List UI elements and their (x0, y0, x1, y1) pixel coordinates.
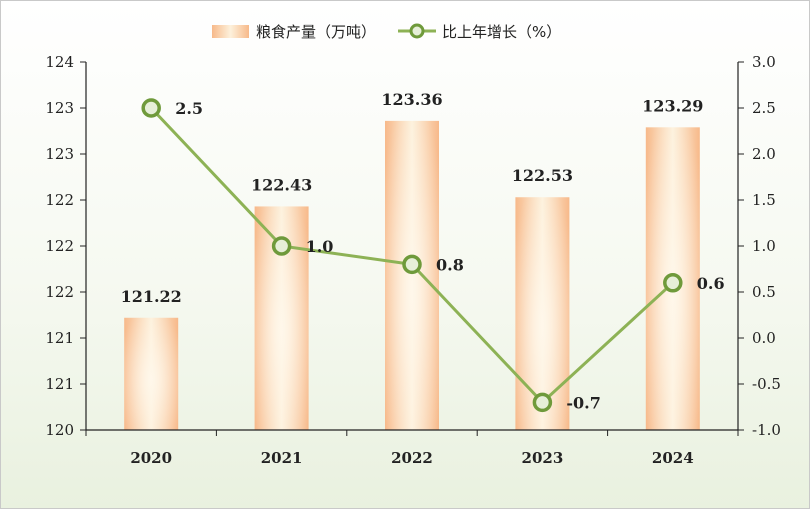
x-tick-label-2024: 2024 (652, 449, 694, 467)
growth-point-2024 (663, 273, 683, 293)
legend: 粮食产量（万吨） 比上年增长（%） (212, 23, 561, 41)
bar-label-2022: 123.36 (381, 90, 442, 109)
bar-label-2024: 123.29 (642, 96, 703, 115)
x-tick-label-2023: 2023 (522, 449, 564, 467)
data-labels: 121.22 122.43 123.36 122.53 123.29 2.5 1.0 0.8 -… (121, 90, 725, 413)
growth-point-2021 (271, 236, 292, 256)
x-tick-label-2022: 2022 (391, 449, 433, 467)
left-tick-label: 122 (45, 283, 74, 301)
right-tick-label: 1.5 (752, 191, 776, 209)
line-label-2020: 2.5 (175, 99, 203, 118)
right-tick-label: -0.5 (752, 375, 781, 393)
line-label-2021: 1.0 (306, 237, 334, 256)
right-tick-label: 1.0 (752, 237, 776, 255)
axes: 120 121 121 122 122 122 123 123 124 -1.0 -0.5 0.0 0.… (45, 53, 781, 467)
left-tick-label: 121 (45, 329, 74, 347)
left-tick-label: 122 (45, 191, 74, 209)
left-tick-label: 121 (45, 375, 74, 393)
left-tick-label: 120 (45, 421, 74, 439)
growth-point-2023 (532, 392, 553, 413)
bar-glow-2020 (124, 317, 179, 430)
left-tick-label: 124 (45, 53, 74, 71)
bar-glow-2022 (385, 120, 439, 430)
growth-point-2020 (141, 98, 161, 118)
bar-label-2023: 122.53 (512, 166, 573, 185)
right-tick-label: 0.5 (752, 283, 776, 301)
bar-label-2021: 122.43 (251, 175, 312, 194)
bar-label-2020: 121.22 (121, 287, 182, 306)
left-tick-label: 123 (45, 145, 74, 163)
legend-bar-swatch (212, 25, 249, 38)
right-tick-label: 0.0 (752, 329, 776, 347)
legend-bar-label: 粮食产量（万吨） (256, 23, 376, 41)
right-tick-label: 2.0 (752, 145, 776, 163)
left-tick-label: 123 (45, 99, 74, 117)
x-tick-label-2020: 2020 (130, 449, 172, 467)
line-series (141, 98, 683, 413)
right-tick-label: -1.0 (752, 421, 781, 439)
right-tick-label: 3.0 (752, 53, 776, 71)
right-tick-label: 2.5 (752, 99, 776, 117)
line-label-2022: 0.8 (436, 255, 464, 274)
bar-glow-2023 (515, 197, 570, 430)
x-tick-label-2021: 2021 (261, 449, 303, 467)
bar-series (124, 120, 700, 430)
left-tick-label: 122 (45, 237, 74, 255)
legend-line-marker (409, 23, 425, 39)
legend-line-label: 比上年增长（%） (442, 23, 561, 41)
growth-point-2022 (402, 254, 422, 275)
line-label-2024: 0.6 (697, 274, 725, 293)
line-label-2023: -0.7 (566, 393, 600, 412)
